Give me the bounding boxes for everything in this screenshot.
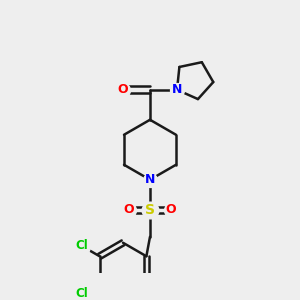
Text: S: S <box>145 203 155 217</box>
Text: O: O <box>166 203 176 216</box>
Text: O: O <box>124 203 134 216</box>
Text: N: N <box>145 173 155 186</box>
Text: O: O <box>118 83 128 96</box>
Text: N: N <box>172 83 182 96</box>
Text: Cl: Cl <box>75 239 88 252</box>
Text: Cl: Cl <box>75 287 88 300</box>
